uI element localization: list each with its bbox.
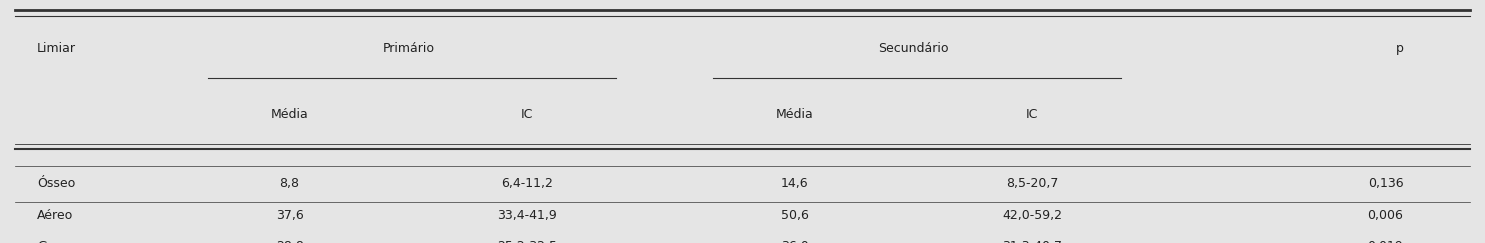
- Text: 36,0: 36,0: [781, 240, 808, 243]
- Text: IC: IC: [521, 108, 533, 121]
- Text: Gap: Gap: [37, 240, 62, 243]
- Text: Ósseo: Ósseo: [37, 177, 76, 190]
- Text: 14,6: 14,6: [781, 177, 808, 190]
- Text: 28,8: 28,8: [276, 240, 303, 243]
- Text: Primário: Primário: [382, 42, 435, 55]
- Text: 0,006: 0,006: [1368, 208, 1403, 222]
- Text: 8,8: 8,8: [279, 177, 300, 190]
- Text: Média: Média: [775, 108, 814, 121]
- Text: IC: IC: [1026, 108, 1038, 121]
- Text: 31,3-40,7: 31,3-40,7: [1002, 240, 1062, 243]
- Text: 33,4-41,9: 33,4-41,9: [497, 208, 557, 222]
- Text: 0,019: 0,019: [1368, 240, 1403, 243]
- Text: Limiar: Limiar: [37, 42, 76, 55]
- Text: 42,0-59,2: 42,0-59,2: [1002, 208, 1062, 222]
- Text: 6,4-11,2: 6,4-11,2: [502, 177, 552, 190]
- Text: p: p: [1396, 42, 1403, 55]
- Text: Secundário: Secundário: [878, 42, 949, 55]
- Text: 25,2-32,5: 25,2-32,5: [497, 240, 557, 243]
- Text: Média: Média: [270, 108, 309, 121]
- Text: 8,5-20,7: 8,5-20,7: [1005, 177, 1059, 190]
- Text: 37,6: 37,6: [276, 208, 303, 222]
- Text: 0,136: 0,136: [1368, 177, 1403, 190]
- Text: 50,6: 50,6: [781, 208, 808, 222]
- Text: Aéreo: Aéreo: [37, 208, 73, 222]
